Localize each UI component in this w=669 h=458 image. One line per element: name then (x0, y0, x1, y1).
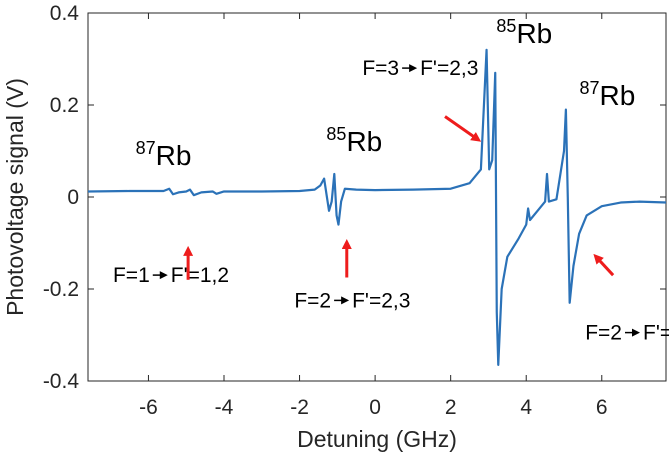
transition-label: F=2 F'=2,3 (294, 289, 410, 312)
x-tick-label: -2 (290, 396, 309, 419)
transition-from: F=2 (294, 289, 331, 312)
transition-to: F'=1,2 (643, 322, 669, 345)
isotope-label: 85Rb (326, 124, 382, 157)
x-tick-label: 6 (596, 396, 608, 419)
x-tick-label: 4 (520, 396, 532, 419)
transition-arrowhead (409, 64, 418, 73)
y-tick-label: 0.2 (50, 94, 79, 117)
y-tick-label: 0.4 (50, 2, 80, 25)
series-line (87, 48, 667, 366)
transition-label: F=2 F'=1,2 (585, 322, 669, 345)
annotations-layer: 87Rb 85Rb 85Rb 87Rb F=1 F'=1,2 F=2 F'=2,3 F=3 F'=… (113, 16, 669, 345)
axes: -6 -4 -2 0 2 4 6 -0.4 -0.2 0 0.2 0.4 (43, 2, 666, 419)
transition-label: F=3 F'=2,3 (362, 57, 478, 80)
x-axis-label: Detuning (GHz) (297, 426, 457, 452)
transition-to: F'=2,3 (420, 57, 478, 80)
x-tick-label: -6 (139, 396, 158, 419)
transition-from: F=1 (113, 264, 150, 287)
transition-arrowhead (341, 296, 350, 305)
x-tick-label: 0 (369, 396, 381, 419)
isotope-label: 87Rb (136, 138, 192, 171)
series-layer (87, 48, 667, 366)
transition-arrowhead (159, 271, 168, 280)
x-tick-label: -4 (215, 396, 234, 419)
y-tick-label: -0.4 (43, 370, 80, 393)
isotope-label: 87Rb (580, 78, 636, 111)
transition-to: F'=2,3 (352, 289, 410, 312)
transition-from: F=2 (585, 322, 622, 345)
y-axis-label: Photovoltage signal (V) (2, 78, 28, 316)
transition-to: F'=1,2 (171, 264, 229, 287)
red-arrow (444, 115, 482, 142)
y-tick-label: 0 (67, 186, 79, 209)
y-tick-label: -0.2 (43, 278, 79, 301)
x-tick-label: 2 (445, 396, 457, 419)
transition-label: F=1 F'=1,2 (113, 264, 229, 287)
red-arrow (593, 253, 615, 277)
transition-arrowhead (632, 328, 640, 337)
isotope-label: 85Rb (496, 16, 552, 49)
transition-from: F=3 (362, 57, 399, 80)
